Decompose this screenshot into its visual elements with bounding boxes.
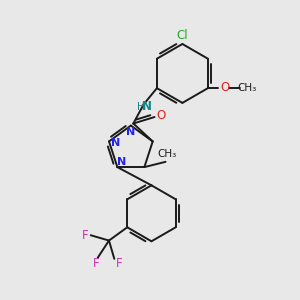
Text: N: N [116,157,126,167]
Text: N: N [142,100,152,113]
Text: F: F [93,257,100,270]
Text: O: O [220,81,229,94]
Text: F: F [82,229,89,242]
Text: O: O [156,109,166,122]
Text: Cl: Cl [177,29,188,42]
Text: CH₃: CH₃ [158,149,177,159]
Text: H: H [137,102,145,112]
Text: F: F [116,257,123,270]
Text: N: N [111,138,120,148]
Text: N: N [126,127,136,137]
Text: CH₃: CH₃ [237,83,257,93]
